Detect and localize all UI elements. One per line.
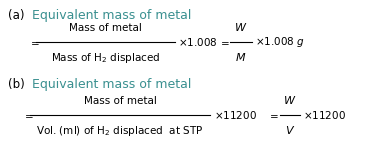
Text: Mass of metal: Mass of metal	[69, 23, 142, 33]
Text: $\times$1.008 $g$: $\times$1.008 $g$	[255, 35, 305, 49]
Text: $\times$11200: $\times$11200	[214, 109, 257, 121]
Text: Vol. (ml) of H$_{\mathregular{2}}$ displaced  at STP: Vol. (ml) of H$_{\mathregular{2}}$ displ…	[36, 124, 204, 138]
Text: $W$: $W$	[234, 21, 248, 33]
Text: $\times$1.008: $\times$1.008	[178, 36, 218, 48]
Text: Mass of metal: Mass of metal	[84, 96, 156, 106]
Text: $=$: $=$	[218, 37, 229, 47]
Text: $=$: $=$	[28, 37, 40, 47]
Text: $=$: $=$	[22, 110, 34, 120]
Text: Equivalent mass of metal: Equivalent mass of metal	[32, 9, 191, 22]
Text: (b): (b)	[8, 78, 25, 91]
Text: $\times$11200: $\times$11200	[303, 109, 346, 121]
Text: $V$: $V$	[285, 124, 295, 136]
Text: (a): (a)	[8, 9, 24, 22]
Text: $=$: $=$	[267, 110, 279, 120]
Text: Mass of H$_{\mathregular{2}}$ displaced: Mass of H$_{\mathregular{2}}$ displaced	[51, 51, 160, 65]
Text: $W$: $W$	[284, 94, 297, 106]
Text: $M$: $M$	[236, 51, 247, 63]
Text: Equivalent mass of metal: Equivalent mass of metal	[32, 78, 191, 91]
